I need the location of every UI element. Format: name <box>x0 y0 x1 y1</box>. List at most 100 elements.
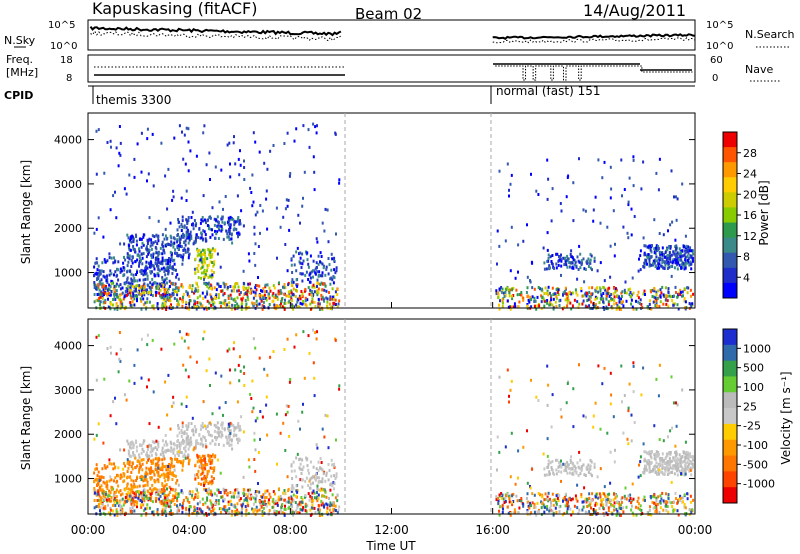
data-cell <box>667 304 670 308</box>
data-cell <box>589 503 591 507</box>
data-cell <box>99 509 101 513</box>
data-cell <box>174 454 177 458</box>
data-cell <box>195 473 198 477</box>
data-cell <box>128 247 131 251</box>
data-cell <box>117 484 120 488</box>
data-cell <box>662 293 665 297</box>
data-cell <box>129 301 132 304</box>
data-cell <box>522 239 525 243</box>
data-cell <box>501 304 504 308</box>
data-cell <box>224 195 227 198</box>
data-cell <box>190 422 193 425</box>
data-cell <box>161 439 164 443</box>
data-cell <box>200 231 203 235</box>
data-cell <box>197 491 200 495</box>
data-cell <box>174 290 176 293</box>
data-cell <box>274 293 277 297</box>
data-cell <box>201 248 204 252</box>
data-cell <box>268 292 270 296</box>
data-cell <box>101 488 104 492</box>
data-cell <box>177 244 180 248</box>
data-cell <box>311 297 314 301</box>
data-cell <box>682 254 685 258</box>
data-cell <box>146 385 148 389</box>
data-cell <box>109 293 112 297</box>
data-cell <box>324 284 327 288</box>
data-cell <box>669 254 672 258</box>
data-cell <box>564 257 566 261</box>
data-cell <box>185 332 188 336</box>
data-cell <box>194 493 197 497</box>
data-cell <box>570 292 573 296</box>
data-cell <box>245 508 248 512</box>
data-cell <box>107 511 110 515</box>
data-cell <box>132 446 135 449</box>
data-cell <box>164 273 167 277</box>
data-cell <box>141 241 144 245</box>
data-cell <box>295 250 298 254</box>
data-cell <box>174 474 177 478</box>
data-cell <box>640 187 643 191</box>
data-cell <box>229 368 231 372</box>
data-cell <box>662 302 665 306</box>
data-cell <box>639 268 642 272</box>
data-cell <box>542 297 545 301</box>
data-cell <box>213 477 215 480</box>
data-cell <box>535 189 538 193</box>
data-cell <box>217 226 220 230</box>
data-cell <box>668 471 671 475</box>
data-cell <box>567 257 569 261</box>
data-cell <box>307 484 310 487</box>
data-cell <box>657 495 660 499</box>
data-cell <box>290 291 293 295</box>
data-cell <box>161 462 164 466</box>
data-cell <box>119 302 122 306</box>
data-cell <box>203 466 206 470</box>
data-cell <box>312 269 314 273</box>
data-cell <box>141 468 144 472</box>
data-cell <box>688 302 691 305</box>
data-cell <box>212 509 215 512</box>
data-cell <box>188 491 191 495</box>
data-cell <box>212 264 215 268</box>
data-cell <box>133 381 136 385</box>
data-cell <box>147 458 150 462</box>
data-cell <box>97 422 100 426</box>
data-cell <box>203 124 206 128</box>
data-cell <box>327 257 330 260</box>
data-cell <box>113 256 115 260</box>
data-cell <box>606 513 609 517</box>
data-cell <box>680 496 682 500</box>
data-cell <box>292 254 295 258</box>
data-cell <box>126 252 129 256</box>
data-cell <box>201 291 204 295</box>
data-cell <box>146 297 149 301</box>
data-cell <box>261 495 264 499</box>
data-cell <box>227 500 230 504</box>
data-cell <box>606 493 609 497</box>
data-cell <box>219 285 222 288</box>
data-cell <box>542 503 545 507</box>
data-cell <box>588 492 591 496</box>
data-cell <box>217 224 220 228</box>
data-cell <box>637 506 640 510</box>
data-cell <box>233 429 236 433</box>
data-cell <box>238 292 241 296</box>
data-cell <box>522 298 525 302</box>
data-cell <box>587 298 590 302</box>
data-cell <box>330 252 333 256</box>
data-cell <box>288 228 291 232</box>
colorbar-tick-label: 20 <box>743 188 757 201</box>
data-cell <box>673 302 676 306</box>
data-cell <box>105 278 108 282</box>
data-cell <box>115 509 118 513</box>
data-cell <box>611 297 614 301</box>
data-cell <box>277 511 280 515</box>
data-cell <box>124 464 127 468</box>
data-cell <box>182 459 185 463</box>
data-cell <box>297 213 300 217</box>
data-cell <box>229 215 232 219</box>
data-cell <box>569 458 572 462</box>
data-cell <box>237 157 240 161</box>
data-cell <box>556 290 559 294</box>
